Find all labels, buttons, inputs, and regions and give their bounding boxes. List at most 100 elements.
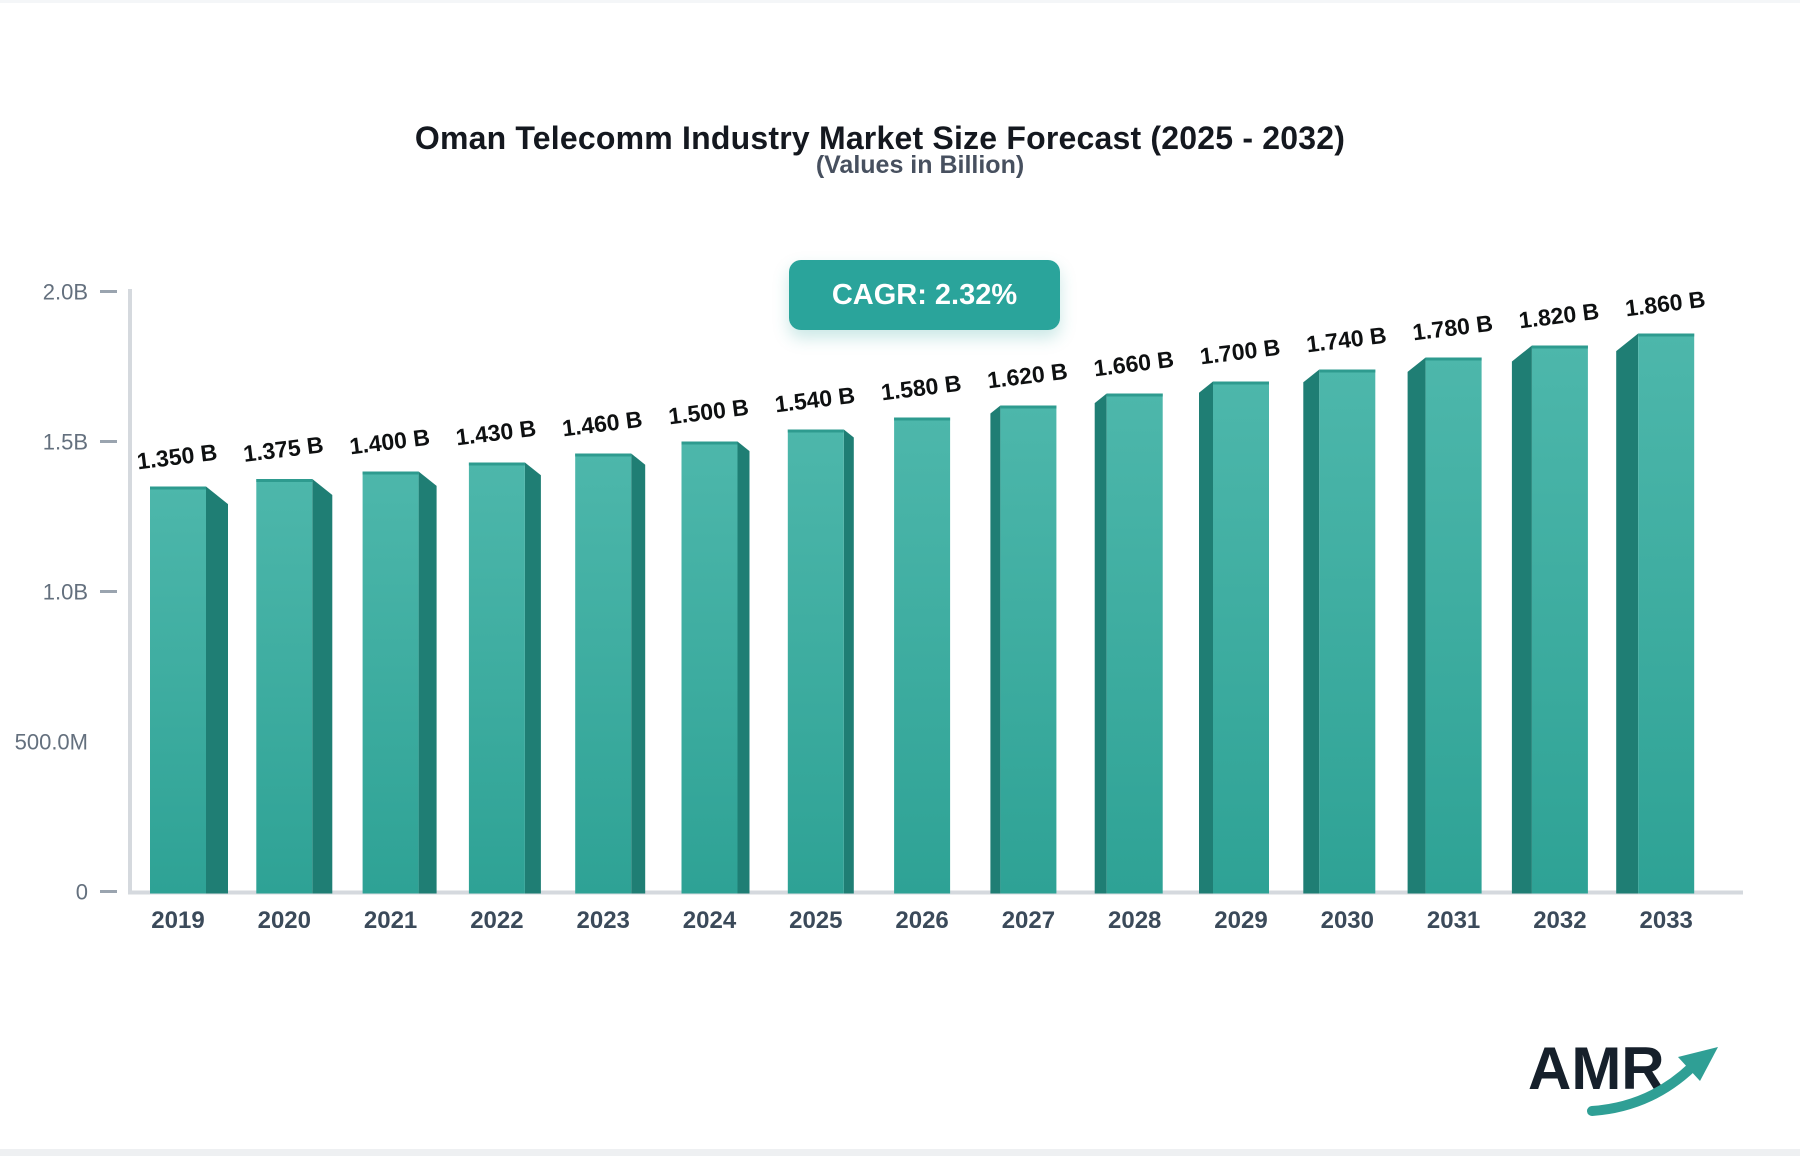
bar-2032[interactable] [1511, 345, 1588, 894]
bar-2027[interactable] [990, 405, 1057, 894]
x-axis-year-label: 2023 [577, 907, 630, 934]
bottom-edge-strip [0, 1149, 1800, 1156]
x-axis-year-label: 2026 [895, 907, 948, 934]
bar-top-edge [1000, 405, 1057, 409]
bar-front-face [362, 471, 419, 894]
bar-side-face [1407, 357, 1426, 894]
x-axis-year-label: 2027 [1002, 907, 1055, 934]
x-axis-year-label: 2025 [789, 907, 842, 934]
bar-front-face [1106, 393, 1163, 894]
bar-side-face [524, 462, 541, 894]
bar-front-face [787, 429, 844, 894]
x-axis-year-label: 2032 [1533, 907, 1586, 934]
bar-2031[interactable] [1407, 357, 1482, 894]
x-axis-year-label: 2029 [1214, 907, 1267, 934]
x-axis-year-label: 2021 [364, 907, 417, 934]
bar-top-edge [1106, 393, 1163, 397]
bar-front-face [1638, 333, 1695, 894]
bar-front-face [1000, 405, 1057, 894]
bar-top-edge [1213, 381, 1269, 385]
bar-top-edge [150, 486, 206, 490]
bar-side-face [1094, 393, 1107, 894]
bar-front-face [575, 453, 632, 894]
bar-value-label: 1.375 B [242, 431, 325, 467]
bar-2026[interactable] [894, 417, 951, 894]
bar-2033[interactable] [1616, 333, 1695, 894]
bar-chart: 2.0B 1.5B 1.0B 500.0M 0 1.350 B 2019 1.375 B 202… [15, 280, 1743, 934]
bar-front-face [256, 479, 313, 894]
bar-2021[interactable] [362, 471, 437, 894]
bar-value-label: 1.500 B [667, 394, 750, 430]
bar-side-face [1616, 333, 1639, 894]
bar-2019[interactable] [150, 486, 228, 894]
bar-2022[interactable] [468, 462, 541, 894]
x-axis-year-label: 2031 [1427, 907, 1480, 934]
bar-side-face [631, 453, 646, 894]
bar-side-face [418, 471, 437, 894]
bar-2030[interactable] [1303, 369, 1376, 894]
bar-side-face [737, 441, 750, 894]
bar-top-edge [681, 441, 738, 445]
bar-side-face [843, 429, 854, 894]
bar-side-face [312, 479, 333, 894]
growth-arrow-icon [1587, 1047, 1718, 1116]
x-axis-year-label: 2030 [1321, 907, 1374, 934]
bar-top-edge [256, 479, 313, 482]
cagr-badge: CAGR: 2.32% [789, 260, 1060, 330]
bar-front-face [1425, 357, 1482, 894]
bar-front-face [1531, 345, 1588, 894]
bar-side-face [206, 486, 228, 894]
bar-2029[interactable] [1199, 381, 1269, 894]
x-axis-year-label: 2019 [151, 907, 204, 934]
bar-top-edge [468, 462, 525, 466]
bar-value-label: 1.460 B [561, 406, 644, 442]
bar-value-label: 1.820 B [1517, 298, 1600, 334]
bar-value-label: 1.580 B [880, 370, 963, 406]
y-tick-label: 1.0B [43, 580, 88, 605]
bar-value-label: 1.660 B [1092, 346, 1175, 382]
bar-value-label: 1.740 B [1305, 322, 1388, 358]
bar-side-face [1199, 381, 1213, 894]
bar-top-edge [1638, 333, 1695, 337]
y-tick-label: 2.0B [43, 280, 88, 305]
bar-2023[interactable] [575, 453, 646, 894]
bar-top-edge [1425, 357, 1482, 361]
chart-subtitle: (Values in Billion) [815, 151, 1025, 179]
bar-top-edge [575, 453, 632, 457]
bar-side-face [1511, 345, 1532, 894]
amr-logo: AMR [1522, 1033, 1732, 1128]
bar-value-label: 1.700 B [1198, 334, 1281, 370]
bar-2028[interactable] [1094, 393, 1163, 894]
bar-front-face [681, 441, 738, 894]
x-axis-year-label: 2020 [258, 907, 311, 934]
y-tick-label: 1.5B [43, 430, 88, 455]
y-tick-label: 500.0M [15, 730, 88, 755]
x-axis-year-label: 2033 [1640, 907, 1693, 934]
bar-side-face [990, 405, 1001, 894]
bar-2024[interactable] [681, 441, 750, 894]
bar-top-edge [894, 417, 951, 421]
bar-front-face [468, 462, 525, 894]
x-axis-year-label: 2024 [683, 907, 737, 934]
bar-2025[interactable] [787, 429, 854, 894]
bar-value-label: 1.860 B [1624, 286, 1707, 322]
x-axis-year-label: 2028 [1108, 907, 1161, 934]
bar-top-edge [1531, 345, 1588, 349]
x-axis-year-label: 2022 [470, 907, 523, 934]
bar-front-face [1213, 381, 1269, 894]
bar-value-label: 1.780 B [1411, 310, 1494, 346]
bar-value-label: 1.620 B [986, 358, 1069, 394]
bar-front-face [1319, 369, 1376, 894]
bar-value-label: 1.430 B [454, 415, 537, 451]
amr-logo-text: AMR [1528, 1035, 1665, 1102]
bar-front-face [894, 417, 951, 894]
page-title: Oman Telecomm Industry Market Size Forec… [414, 120, 1346, 157]
bar-2020[interactable] [256, 479, 333, 894]
bar-top-edge [362, 471, 419, 475]
bar-value-label: 1.350 B [135, 439, 218, 475]
bar-front-face [150, 486, 206, 894]
y-tick-label: 0 [76, 880, 88, 905]
bar-side-face [1303, 369, 1320, 894]
bar-top-edge [1319, 369, 1376, 373]
bar-value-label: 1.400 B [348, 424, 431, 460]
